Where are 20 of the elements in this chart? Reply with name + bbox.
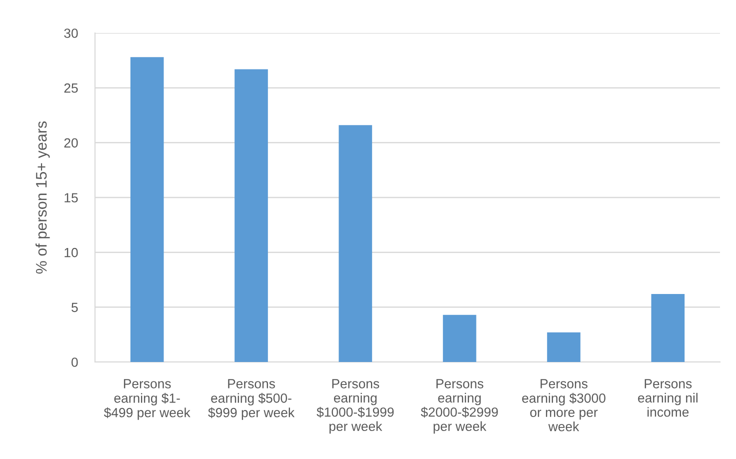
x-tick-label: Persons earning $2000-$2999 per week	[420, 379, 498, 434]
x-tick-label: Persons earning $500-$999 per week	[208, 379, 295, 420]
x-tick-label: Persons earning $3000 or more per week	[522, 379, 606, 432]
bar	[442, 314, 476, 362]
bar	[651, 294, 685, 362]
y-tick-label: 30	[64, 28, 78, 38]
y-tick-label: 10	[64, 248, 78, 258]
bar	[547, 332, 580, 362]
x-tick-label: Persons earning nil income	[638, 379, 698, 417]
x-tick-label: Persons earning $1000-$1999 per week	[316, 379, 394, 434]
bar	[338, 125, 372, 362]
bar	[234, 69, 268, 362]
y-tick-label: 20	[64, 138, 78, 148]
x-tick-label: Persons earning $1-$499 per week	[104, 379, 190, 420]
y-tick-label: 25	[64, 83, 78, 93]
y-tick-label: 0	[72, 358, 78, 367]
y-axis-title: % of person 15+ years	[36, 121, 50, 274]
bar	[130, 57, 164, 362]
y-tick-label: 5	[72, 302, 78, 312]
y-tick-label: 15	[64, 193, 78, 202]
